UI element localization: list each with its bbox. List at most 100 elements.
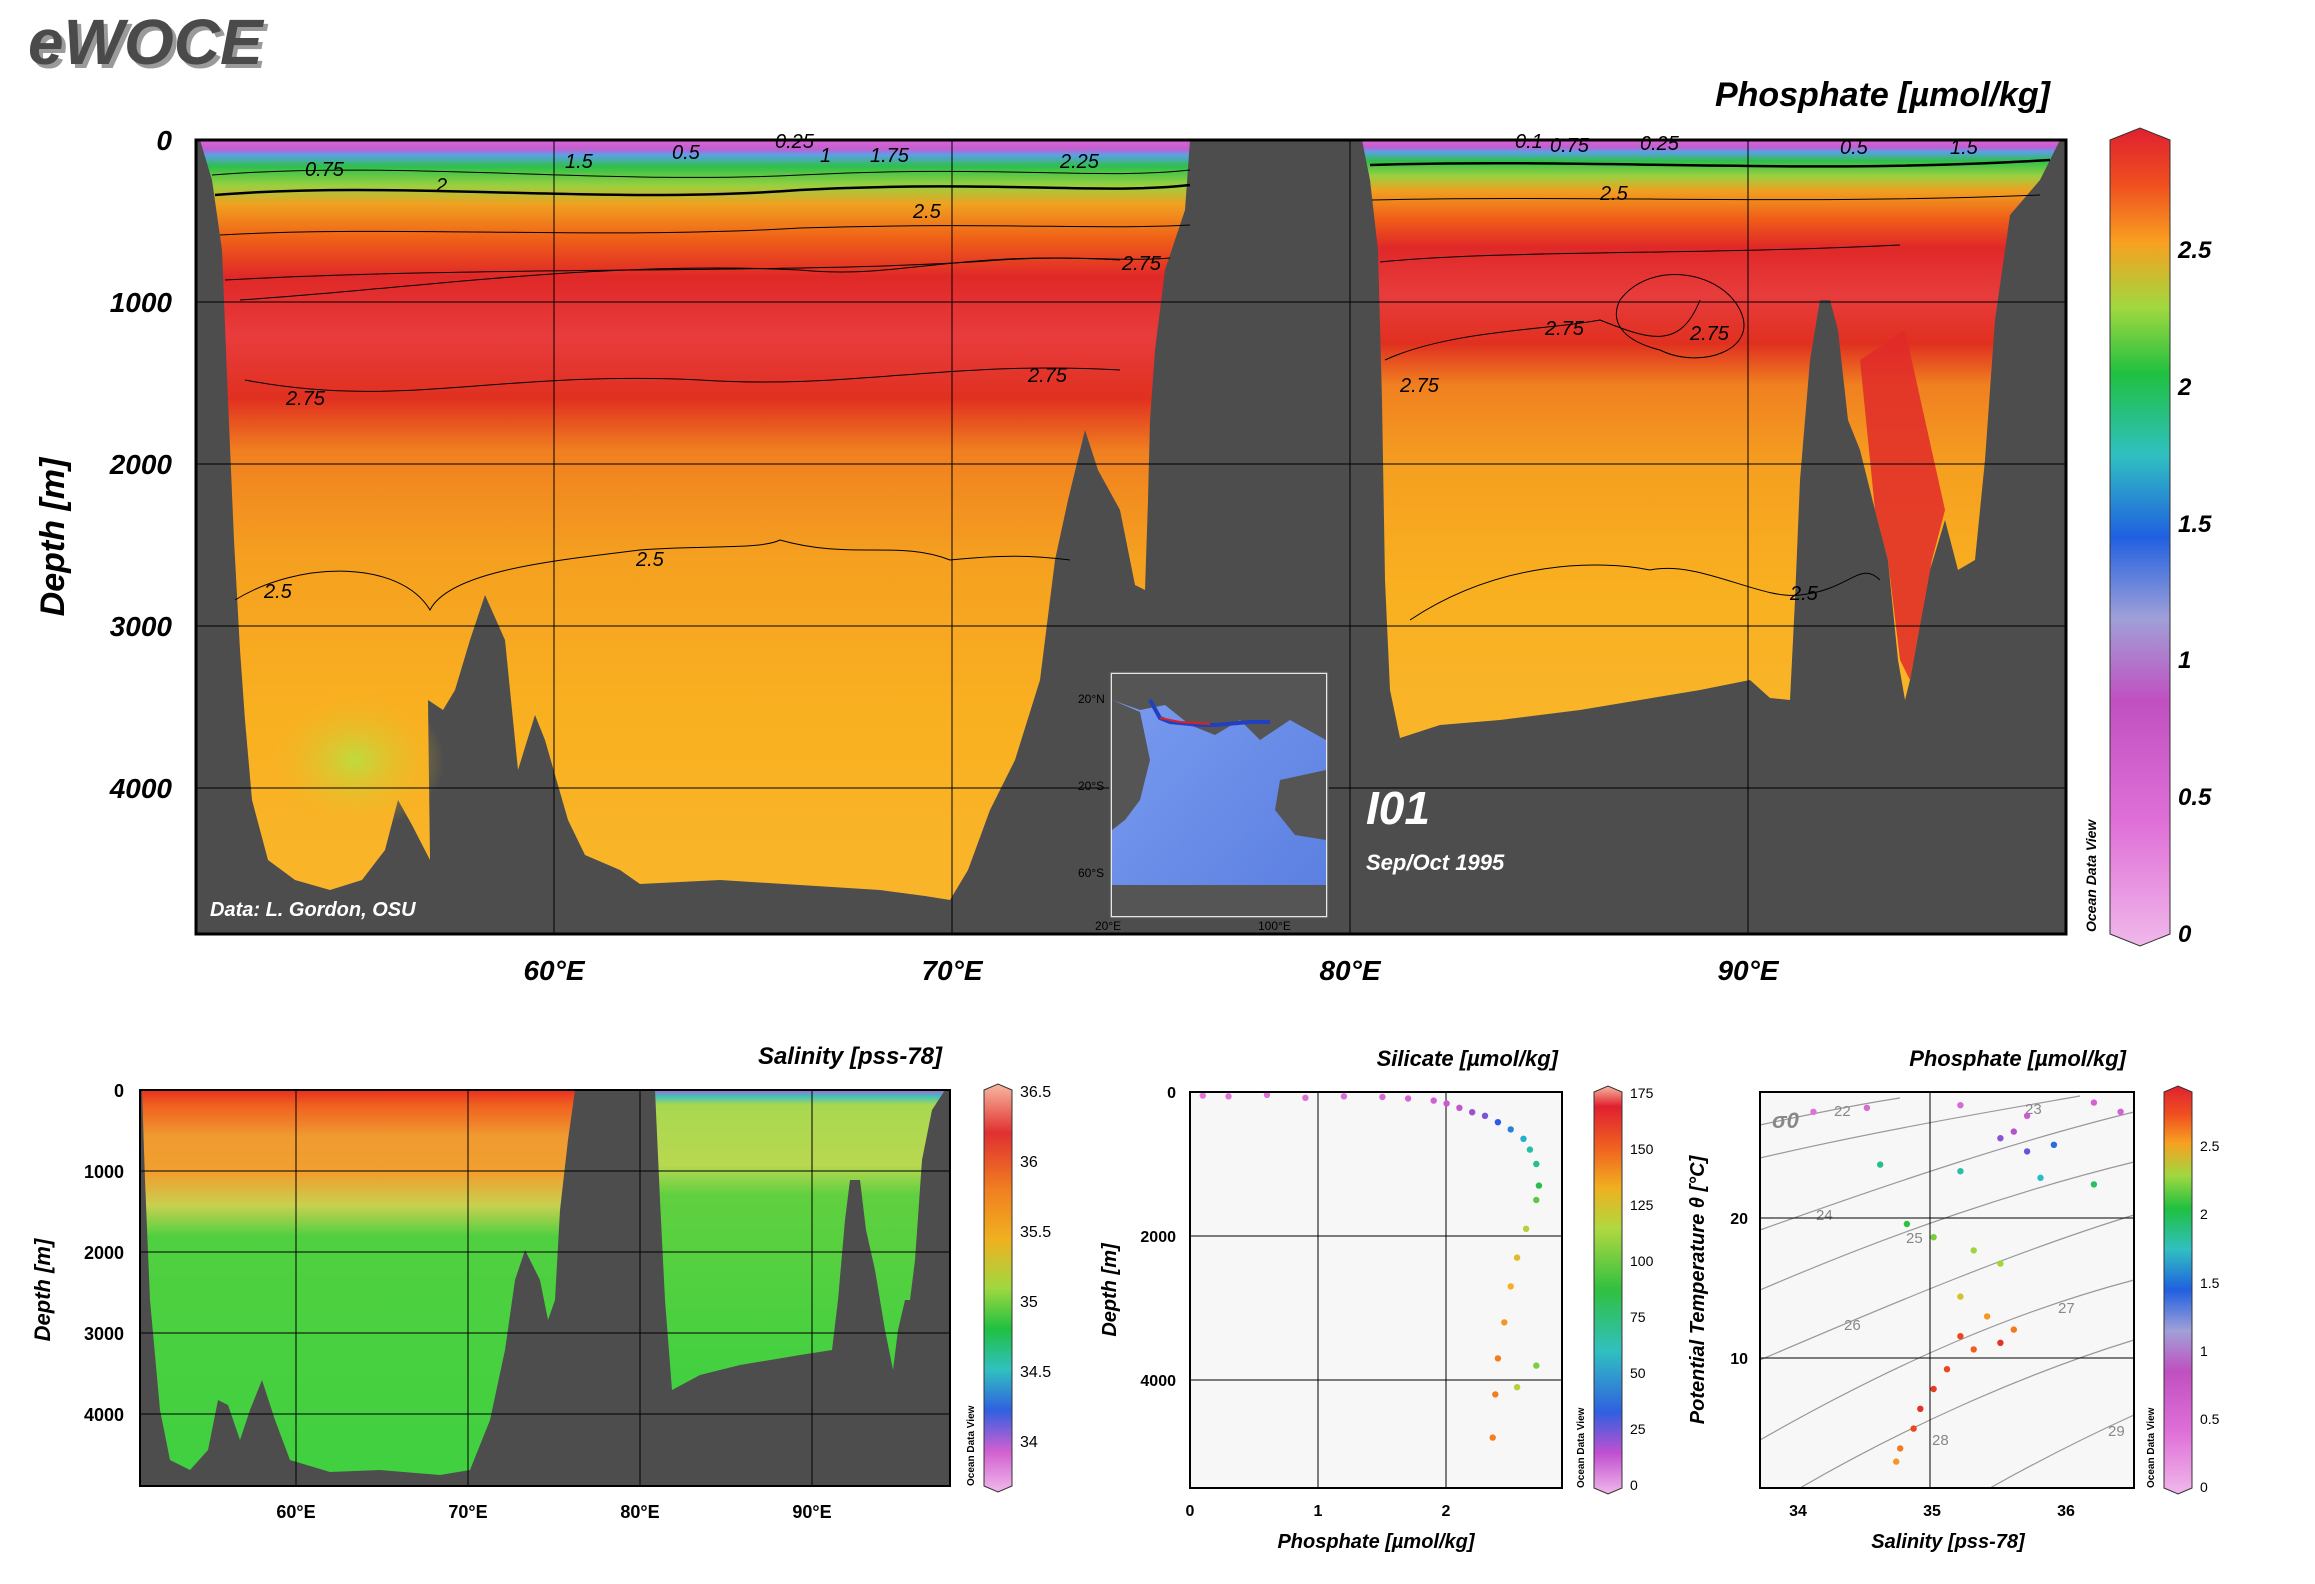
svg-text:20°S: 20°S [1078,779,1104,793]
profile-point [1263,1091,1271,1099]
svg-text:34: 34 [1020,1434,1038,1451]
ts-point [1930,1234,1937,1241]
svg-text:36.5: 36.5 [1020,1084,1051,1101]
svg-text:34: 34 [1789,1503,1807,1520]
ts-isopycnal-labels: 22 23 24 25 26 27 28 29 [1816,1101,2125,1449]
profile-colorbar-caption: Ocean Data View [1576,1407,1587,1488]
profile-point [1404,1095,1412,1102]
svg-text:70°E: 70°E [448,1502,487,1522]
ts-point [2037,1174,2044,1182]
svg-text:0.75: 0.75 [1550,135,1590,157]
svg-text:26: 26 [1844,1317,1861,1334]
profile-frame [1189,1091,1563,1489]
profile-point [1199,1092,1207,1099]
profile-point [1533,1160,1540,1168]
profile-point [1520,1135,1527,1143]
svg-text:1000: 1000 [84,1162,124,1182]
ts-colorbar-bar [2163,1085,2193,1495]
ts-point [1893,1458,1900,1465]
ts-colorbar-ticks: 2.5 2 1.5 1 0.5 0 [2200,1138,2220,1495]
profile-gridlines [1190,1092,1562,1488]
main-colorbar: 2.5 2 1.5 1 0.5 0 Ocean Data View [2083,127,2212,948]
profile-point [1443,1100,1450,1107]
profile-point [1225,1093,1232,1100]
ts-gridlines [1760,1092,2134,1488]
ts-point [2090,1099,2098,1106]
profile-point [1507,1283,1514,1290]
svg-text:0: 0 [114,1081,124,1101]
ts-y-ticks: 20 10 [1730,1211,1748,1368]
inset-map-land-australia [1275,770,1326,840]
ts-x-label: Salinity [pss-78] [1871,1531,2026,1553]
svg-text:10: 10 [1730,1351,1748,1368]
profile-point [1535,1182,1543,1189]
svg-text:25: 25 [1906,1230,1923,1247]
ts-point [1970,1346,1977,1353]
svg-text:0: 0 [156,125,172,156]
ts-plot-background [1760,1092,2134,1488]
ts-point [2023,1148,2031,1155]
ts-point [2050,1141,2058,1149]
profile-colorbar-bar [1593,1085,1623,1495]
svg-text:27: 27 [2058,1300,2075,1317]
ts-x-ticks: 34 35 36 [1789,1503,2075,1520]
salinity-title: Salinity [pss-78] [758,1043,943,1070]
ts-isopycnals [1759,1095,2135,1489]
profile-point [1507,1126,1514,1133]
svg-text:2: 2 [435,175,447,197]
profile-scatter-points [1199,1091,1543,1441]
svg-text:175: 175 [1630,1085,1654,1101]
ts-point [1897,1445,1904,1452]
salinity-gridlines [140,1090,950,1486]
ts-point [1943,1366,1951,1373]
svg-text:1.5: 1.5 [2200,1275,2220,1291]
svg-text:2: 2 [2200,1206,2208,1222]
profile-point [1533,1362,1540,1369]
profile-y-label: Depth [m] [1099,1242,1121,1337]
main-colorbar-bar [2109,127,2171,947]
main-green-patch [265,690,445,830]
main-x-ticks: 60°E 70°E 80°E 90°E [523,955,1779,986]
profile-point [1522,1225,1530,1233]
svg-text:2.75: 2.75 [1399,375,1440,397]
svg-text:50: 50 [1630,1365,1646,1381]
svg-text:2.75: 2.75 [1027,365,1068,387]
svg-text:3000: 3000 [110,611,173,642]
ts-point [1957,1293,1964,1300]
inset-map-land-north [1112,674,1326,740]
svg-text:35.5: 35.5 [1020,1224,1051,1241]
ts-point [1877,1161,1884,1168]
ts-point [2010,1326,2018,1333]
svg-text:2.5: 2.5 [263,581,293,603]
svg-text:1: 1 [2178,647,2191,674]
svg-text:0.75: 0.75 [305,159,345,181]
inset-map-labels: 20°N 20°S 60°S 20°E 100°E [1078,692,1291,933]
profile-x-ticks: 0 1 2 [1186,1503,1451,1520]
ts-point [2010,1128,2018,1135]
svg-text:1: 1 [1314,1503,1323,1520]
svg-text:0: 0 [1186,1503,1195,1520]
profile-point [1494,1355,1502,1362]
svg-text:2.75: 2.75 [285,388,326,410]
sigma-label: σ0 [1772,1108,1800,1133]
svg-text:29: 29 [2108,1423,2125,1440]
inset-map-land-antarctica [1112,885,1326,916]
salinity-colorbar: 36.5 36 35.5 35 34.5 34 Ocean Data View [966,1083,1051,1493]
main-section-plot: Phosphate [µmol/kg] [34,76,2212,986]
ts-point [1970,1247,1977,1254]
main-title: Phosphate [µmol/kg] [1715,76,2052,114]
ts-point [1917,1405,1924,1413]
svg-text:35: 35 [1020,1294,1038,1311]
svg-text:2.5: 2.5 [2200,1138,2220,1154]
profile-point [1501,1319,1508,1326]
svg-text:2.75: 2.75 [1544,318,1585,340]
ts-point [1983,1313,1991,1320]
profile-plot-background [1190,1092,1562,1488]
brand-text: eWOCE [28,6,265,78]
main-east-red-intrusion [1860,330,1945,680]
main-east-basin-water [1362,140,2060,738]
salinity-colorbar-bar [983,1083,1013,1493]
svg-text:80°E: 80°E [1319,955,1381,986]
ts-scatter-points [1810,1099,2124,1465]
ts-point [2090,1181,2098,1188]
